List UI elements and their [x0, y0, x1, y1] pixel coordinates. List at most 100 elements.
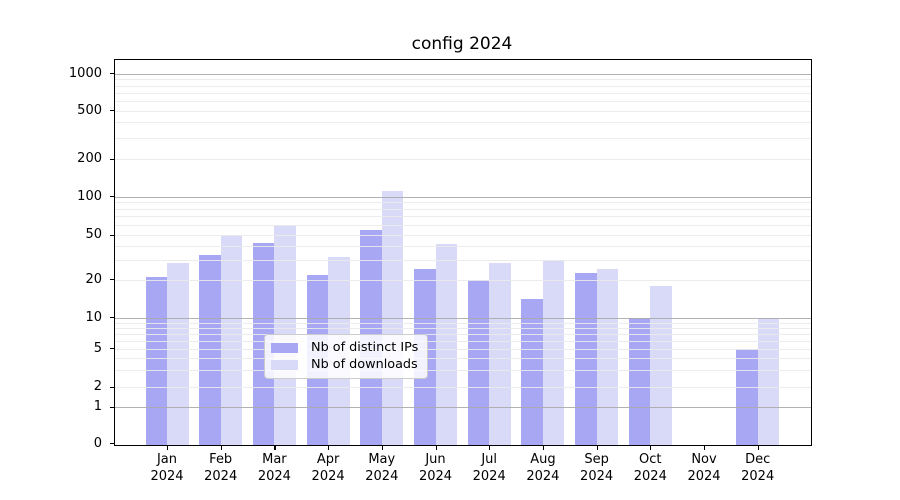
y-tick-label: 100	[77, 188, 102, 204]
major-gridline	[115, 407, 811, 409]
x-tick-mark	[704, 445, 706, 450]
y-tick-mark	[110, 279, 115, 281]
y-tick-mark	[110, 406, 115, 408]
y-tick-mark	[110, 348, 115, 350]
y-tick-label: 1	[93, 399, 102, 415]
minor-gridline	[115, 358, 811, 360]
bar-downloads-jun	[435, 243, 457, 445]
y-tick-mark	[110, 109, 115, 112]
minor-gridline	[115, 260, 811, 262]
legend-label-distinct-ips: Nb of distinct IPs	[311, 340, 419, 355]
year-label: 2024	[257, 469, 291, 484]
major-gridline	[115, 73, 811, 75]
x-tick-label-apr: Apr 2024	[293, 451, 363, 485]
y-tick-mark	[110, 158, 115, 160]
minor-gridline	[115, 122, 811, 124]
month-label: Feb	[209, 452, 233, 467]
legend: Nb of distinct IPs Nb of downloads	[264, 334, 428, 379]
legend-label-downloads: Nb of downloads	[311, 357, 418, 372]
minor-gridline	[115, 279, 811, 281]
y-tick-mark	[110, 443, 115, 445]
year-label: 2024	[633, 469, 667, 484]
y-tick-label: 5	[93, 340, 102, 356]
y-tick-label: 20	[85, 271, 102, 287]
month-label: Apr	[316, 452, 340, 467]
bar-downloads-dec	[757, 317, 780, 445]
minor-gridline	[115, 246, 811, 248]
y-tick-label: 10	[85, 309, 102, 325]
bar-downloads-aug	[542, 260, 565, 445]
bar-downloads-feb	[220, 235, 243, 445]
year-label: 2024	[204, 469, 238, 484]
month-label: Jun	[425, 452, 446, 467]
legend-item-downloads: Nb of downloads	[271, 356, 421, 373]
minor-gridline	[115, 333, 811, 335]
minor-gridline	[115, 137, 811, 139]
x-tick-mark	[274, 445, 276, 450]
x-tick-mark	[757, 445, 759, 450]
month-label: Sep	[584, 452, 609, 467]
y-tick-mark	[110, 195, 115, 198]
minor-gridline	[115, 208, 811, 210]
year-label: 2024	[365, 469, 399, 484]
x-tick-mark	[167, 445, 169, 450]
bar-ips-mar	[252, 242, 275, 445]
month-label: Jul	[481, 452, 498, 467]
x-tick-mark	[328, 445, 330, 450]
bar-downloads-oct	[650, 285, 672, 445]
minor-gridline	[115, 225, 811, 227]
minor-gridline	[115, 348, 811, 350]
y-tick-mark	[110, 73, 115, 75]
year-label: 2024	[311, 469, 345, 484]
minor-gridline	[115, 340, 811, 342]
month-label: Dec	[745, 452, 771, 467]
y-tick-label: 0	[93, 435, 102, 451]
x-tick-mark	[381, 445, 383, 450]
minor-gridline	[115, 216, 811, 218]
minor-gridline	[115, 235, 811, 237]
minor-gridline	[115, 370, 811, 372]
x-tick-mark	[435, 445, 437, 450]
year-label: 2024	[741, 469, 775, 484]
x-tick-label-feb: Feb 2024	[186, 451, 256, 485]
bar-downloads-jan	[167, 263, 189, 445]
x-tick-label-dec: Dec 2024	[723, 451, 793, 485]
chart-title: config 2024	[411, 34, 513, 54]
x-tick-mark	[220, 445, 222, 450]
y-tick-mark	[110, 386, 115, 388]
y-tick-label: 50	[85, 227, 102, 243]
minor-gridline	[115, 327, 811, 329]
bar-ips-aug	[521, 299, 543, 445]
x-tick-label-may: May 2024	[347, 451, 417, 485]
y-tick-label: 200	[77, 151, 102, 167]
x-tick-mark	[596, 445, 598, 450]
x-tick-label-oct: Oct 2024	[615, 451, 685, 485]
x-tick-label-jul: Jul 2024	[454, 451, 524, 485]
legend-swatch-ips-icon	[271, 342, 298, 353]
minor-gridline	[115, 79, 811, 81]
y-tick-label: 500	[77, 102, 102, 118]
year-label: 2024	[418, 469, 453, 484]
month-label: May	[368, 452, 396, 467]
minor-gridline	[115, 100, 811, 102]
x-tick-label-sep: Sep 2024	[562, 451, 632, 485]
major-gridline	[115, 317, 811, 319]
y-tick-mark	[110, 317, 115, 319]
minor-gridline	[115, 387, 811, 389]
year-label: 2024	[150, 469, 184, 484]
minor-gridline	[115, 202, 811, 204]
month-label: Aug	[530, 452, 556, 467]
minor-gridline	[115, 159, 811, 161]
minor-gridline	[115, 322, 811, 324]
x-tick-mark	[650, 445, 652, 450]
bar-downloads-sep	[596, 268, 619, 445]
year-label: 2024	[526, 469, 560, 484]
plot-area: 0 1 2 5 10 20 50 100 200 500 1000 Jan 2024 Feb 2024 Mar…	[69, 59, 812, 484]
x-tick-label-jan: Jan 2024	[132, 451, 202, 485]
minor-gridline	[115, 85, 811, 87]
month-label: Jan	[156, 452, 178, 467]
y-tick-mark	[110, 234, 115, 236]
x-tick-label-jun: Jun 2024	[401, 451, 471, 485]
x-tick-label-aug: Aug 2024	[508, 451, 578, 485]
